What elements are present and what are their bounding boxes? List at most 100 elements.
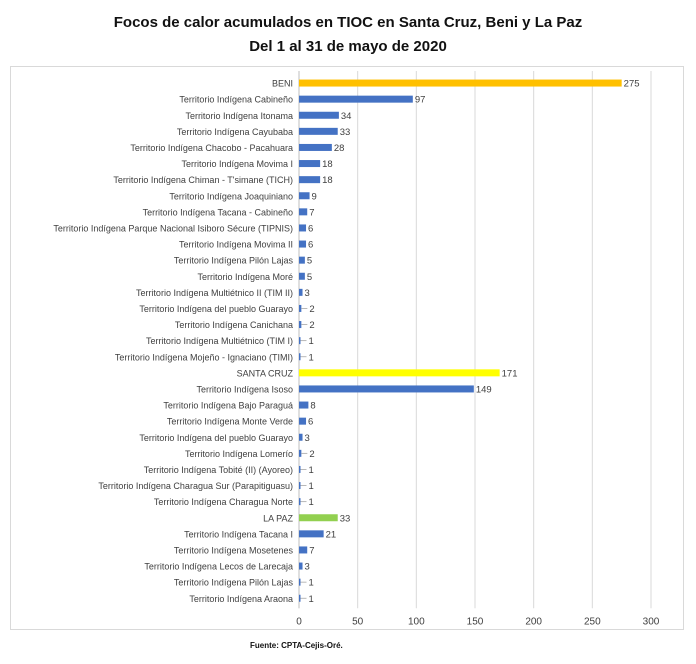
bar — [299, 272, 305, 280]
source-note: Fuente: CPTA-Cejis-Oré. — [250, 641, 343, 650]
bar — [299, 530, 324, 538]
x-tick-label: 100 — [408, 616, 425, 627]
bar — [299, 353, 301, 361]
data-label: 9 — [312, 191, 317, 202]
category-label: Territorio Indígena Pilón Lajas — [174, 578, 294, 588]
bar — [299, 369, 500, 377]
data-label: 2 — [309, 304, 314, 315]
bar — [299, 160, 321, 168]
data-label: 6 — [308, 240, 313, 251]
data-label: 1 — [309, 481, 314, 492]
chart-title-line-2: Del 1 al 31 de mayo de 2020 — [249, 38, 447, 55]
data-label: 7 — [309, 207, 314, 218]
x-tick-label: 0 — [296, 616, 302, 627]
bar — [299, 111, 339, 119]
bar — [299, 465, 301, 473]
bar — [299, 433, 303, 441]
data-label: 3 — [305, 288, 310, 299]
data-label: 1 — [309, 497, 314, 508]
category-label: Territorio Indígena Moré — [197, 272, 293, 282]
category-label: LA PAZ — [263, 513, 293, 523]
data-label: 275 — [624, 79, 640, 90]
bar — [299, 417, 307, 425]
data-label: 171 — [502, 368, 518, 379]
x-tick-label: 50 — [352, 616, 364, 627]
category-label: Territorio Indígena Cabineño — [179, 95, 293, 105]
category-label: Territorio Indígena Joaquiniano — [169, 191, 293, 201]
category-label: Territorio Indígena Charagua Norte — [154, 497, 293, 507]
bar — [299, 240, 307, 248]
category-label: Territorio Indígena Isoso — [196, 384, 293, 394]
category-label: Territorio Indígena Chiman - T'simane (T… — [113, 175, 293, 185]
bar — [299, 95, 413, 103]
category-label: Territorio Indígena Tobité (II) (Ayoreo) — [144, 465, 293, 475]
data-label: 33 — [340, 513, 351, 524]
category-label: Territorio Indígena Mojeño - Ignaciano (… — [115, 352, 293, 362]
bar — [299, 498, 301, 506]
x-tick-label: 250 — [584, 616, 601, 627]
bar — [299, 578, 301, 586]
category-label: Territorio Indígena Canichana — [175, 320, 293, 330]
data-label: 34 — [341, 111, 352, 122]
data-label: 2 — [309, 449, 314, 460]
category-label: Territorio Indígena Itonama — [185, 111, 293, 121]
category-label: Territorio Indígena Araona — [189, 594, 293, 604]
data-label: 33 — [340, 127, 351, 138]
data-label: 1 — [309, 336, 314, 347]
data-label: 149 — [476, 384, 492, 395]
data-label: 21 — [326, 529, 337, 540]
category-label: Territorio Indígena Movima II — [179, 240, 293, 250]
category-label: Territorio Indígena Movima I — [181, 159, 293, 169]
data-label: 1 — [309, 578, 314, 589]
data-label: 3 — [305, 433, 310, 444]
bar — [299, 127, 338, 135]
bar — [299, 401, 309, 409]
category-label: Territorio Indígena Pilón Lajas — [174, 256, 294, 266]
category-label: Territorio Indígena Lomerío — [185, 449, 293, 459]
category-label: Territorio Indígena Bajo Paraguá — [163, 401, 293, 411]
category-label: Territorio Indígena Lecos de Larecaja — [144, 562, 293, 572]
bar — [299, 208, 308, 216]
data-label: 28 — [334, 143, 345, 154]
bar — [299, 224, 307, 232]
data-label: 1 — [309, 465, 314, 476]
bar — [299, 546, 308, 554]
bar — [299, 449, 302, 457]
category-label: Territorio Indígena Charagua Sur (Parapi… — [98, 481, 293, 491]
bar — [299, 79, 622, 87]
bar — [299, 256, 305, 264]
data-label: 97 — [415, 95, 426, 106]
bar — [299, 385, 474, 393]
bar — [299, 594, 301, 602]
data-label: 18 — [322, 175, 333, 186]
data-label: 3 — [305, 562, 310, 573]
category-label: Territorio Indígena del pueblo Guarayo — [139, 304, 293, 314]
bar — [299, 337, 301, 345]
chart-title-line-1: Focos de calor acumulados en TIOC en San… — [113, 14, 583, 31]
category-label: Territorio Indígena Monte Verde — [167, 417, 293, 427]
bar — [299, 288, 303, 296]
bar — [299, 192, 310, 200]
category-label: BENI — [272, 79, 293, 89]
bar — [299, 321, 302, 329]
data-label: 5 — [307, 256, 312, 267]
category-label: Territorio Indígena del pueblo Guarayo — [139, 433, 293, 443]
category-label: Territorio Indígena Multiétnico (TIM I) — [146, 336, 293, 346]
category-label: Territorio Indígena Cayubaba — [177, 127, 293, 137]
data-label: 7 — [309, 545, 314, 556]
bar — [299, 143, 332, 151]
category-label: Territorio Indígena Multiétnico II (TIM … — [136, 288, 293, 298]
data-label: 1 — [309, 594, 314, 605]
x-tick-label: 150 — [467, 616, 484, 627]
bar — [299, 482, 301, 490]
category-label: SANTA CRUZ — [237, 368, 294, 378]
category-label: Territorio Indígena Parque Nacional Isib… — [53, 223, 293, 233]
data-label: 18 — [322, 159, 333, 170]
bar — [299, 562, 303, 570]
data-label: 6 — [308, 223, 313, 234]
data-label: 1 — [309, 352, 314, 363]
bar — [299, 304, 302, 312]
x-tick-label: 200 — [525, 616, 542, 627]
bar — [299, 514, 338, 522]
